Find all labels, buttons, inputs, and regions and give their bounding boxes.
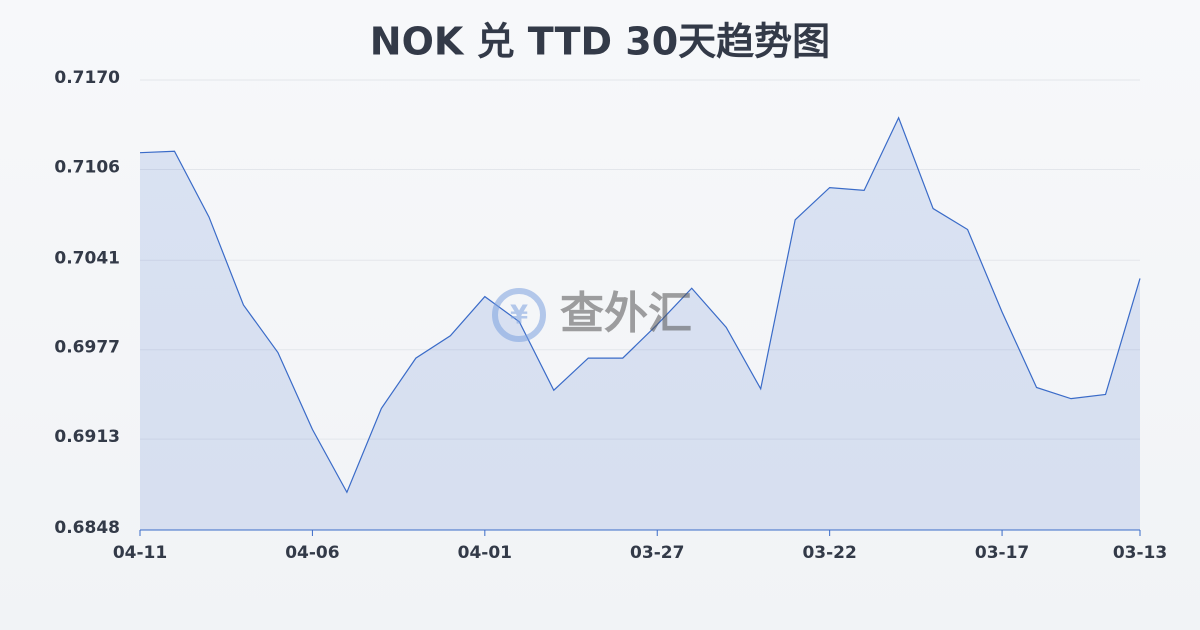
y-tick-label: 0.6848 <box>54 518 120 538</box>
svg-text:¥: ¥ <box>510 301 528 331</box>
x-tick-label: 03-13 <box>1113 543 1167 563</box>
line <box>139 116 1141 494</box>
x-tick-label: 03-27 <box>630 543 684 563</box>
x-tick-label: 03-22 <box>802 543 856 563</box>
y-tick-label: 0.7106 <box>54 157 120 177</box>
y-tick-label: 0.7041 <box>54 248 120 268</box>
x-tick-label: 03-17 <box>975 543 1029 563</box>
x-tick-label: 04-11 <box>113 543 167 563</box>
watermark-icon: ¥ <box>492 288 546 342</box>
x-tick-label: 04-06 <box>285 543 339 563</box>
x-tick-label: 04-01 <box>458 543 512 563</box>
y-tick-label: 0.6913 <box>54 427 120 447</box>
y-tick-label: 0.6977 <box>54 338 120 358</box>
chart-title: NOK 兑 TTD 30天趋势图 <box>370 20 830 64</box>
watermark: 查外汇 <box>560 288 692 339</box>
area <box>140 117 1140 531</box>
y-tick-label: 0.7170 <box>54 68 120 88</box>
